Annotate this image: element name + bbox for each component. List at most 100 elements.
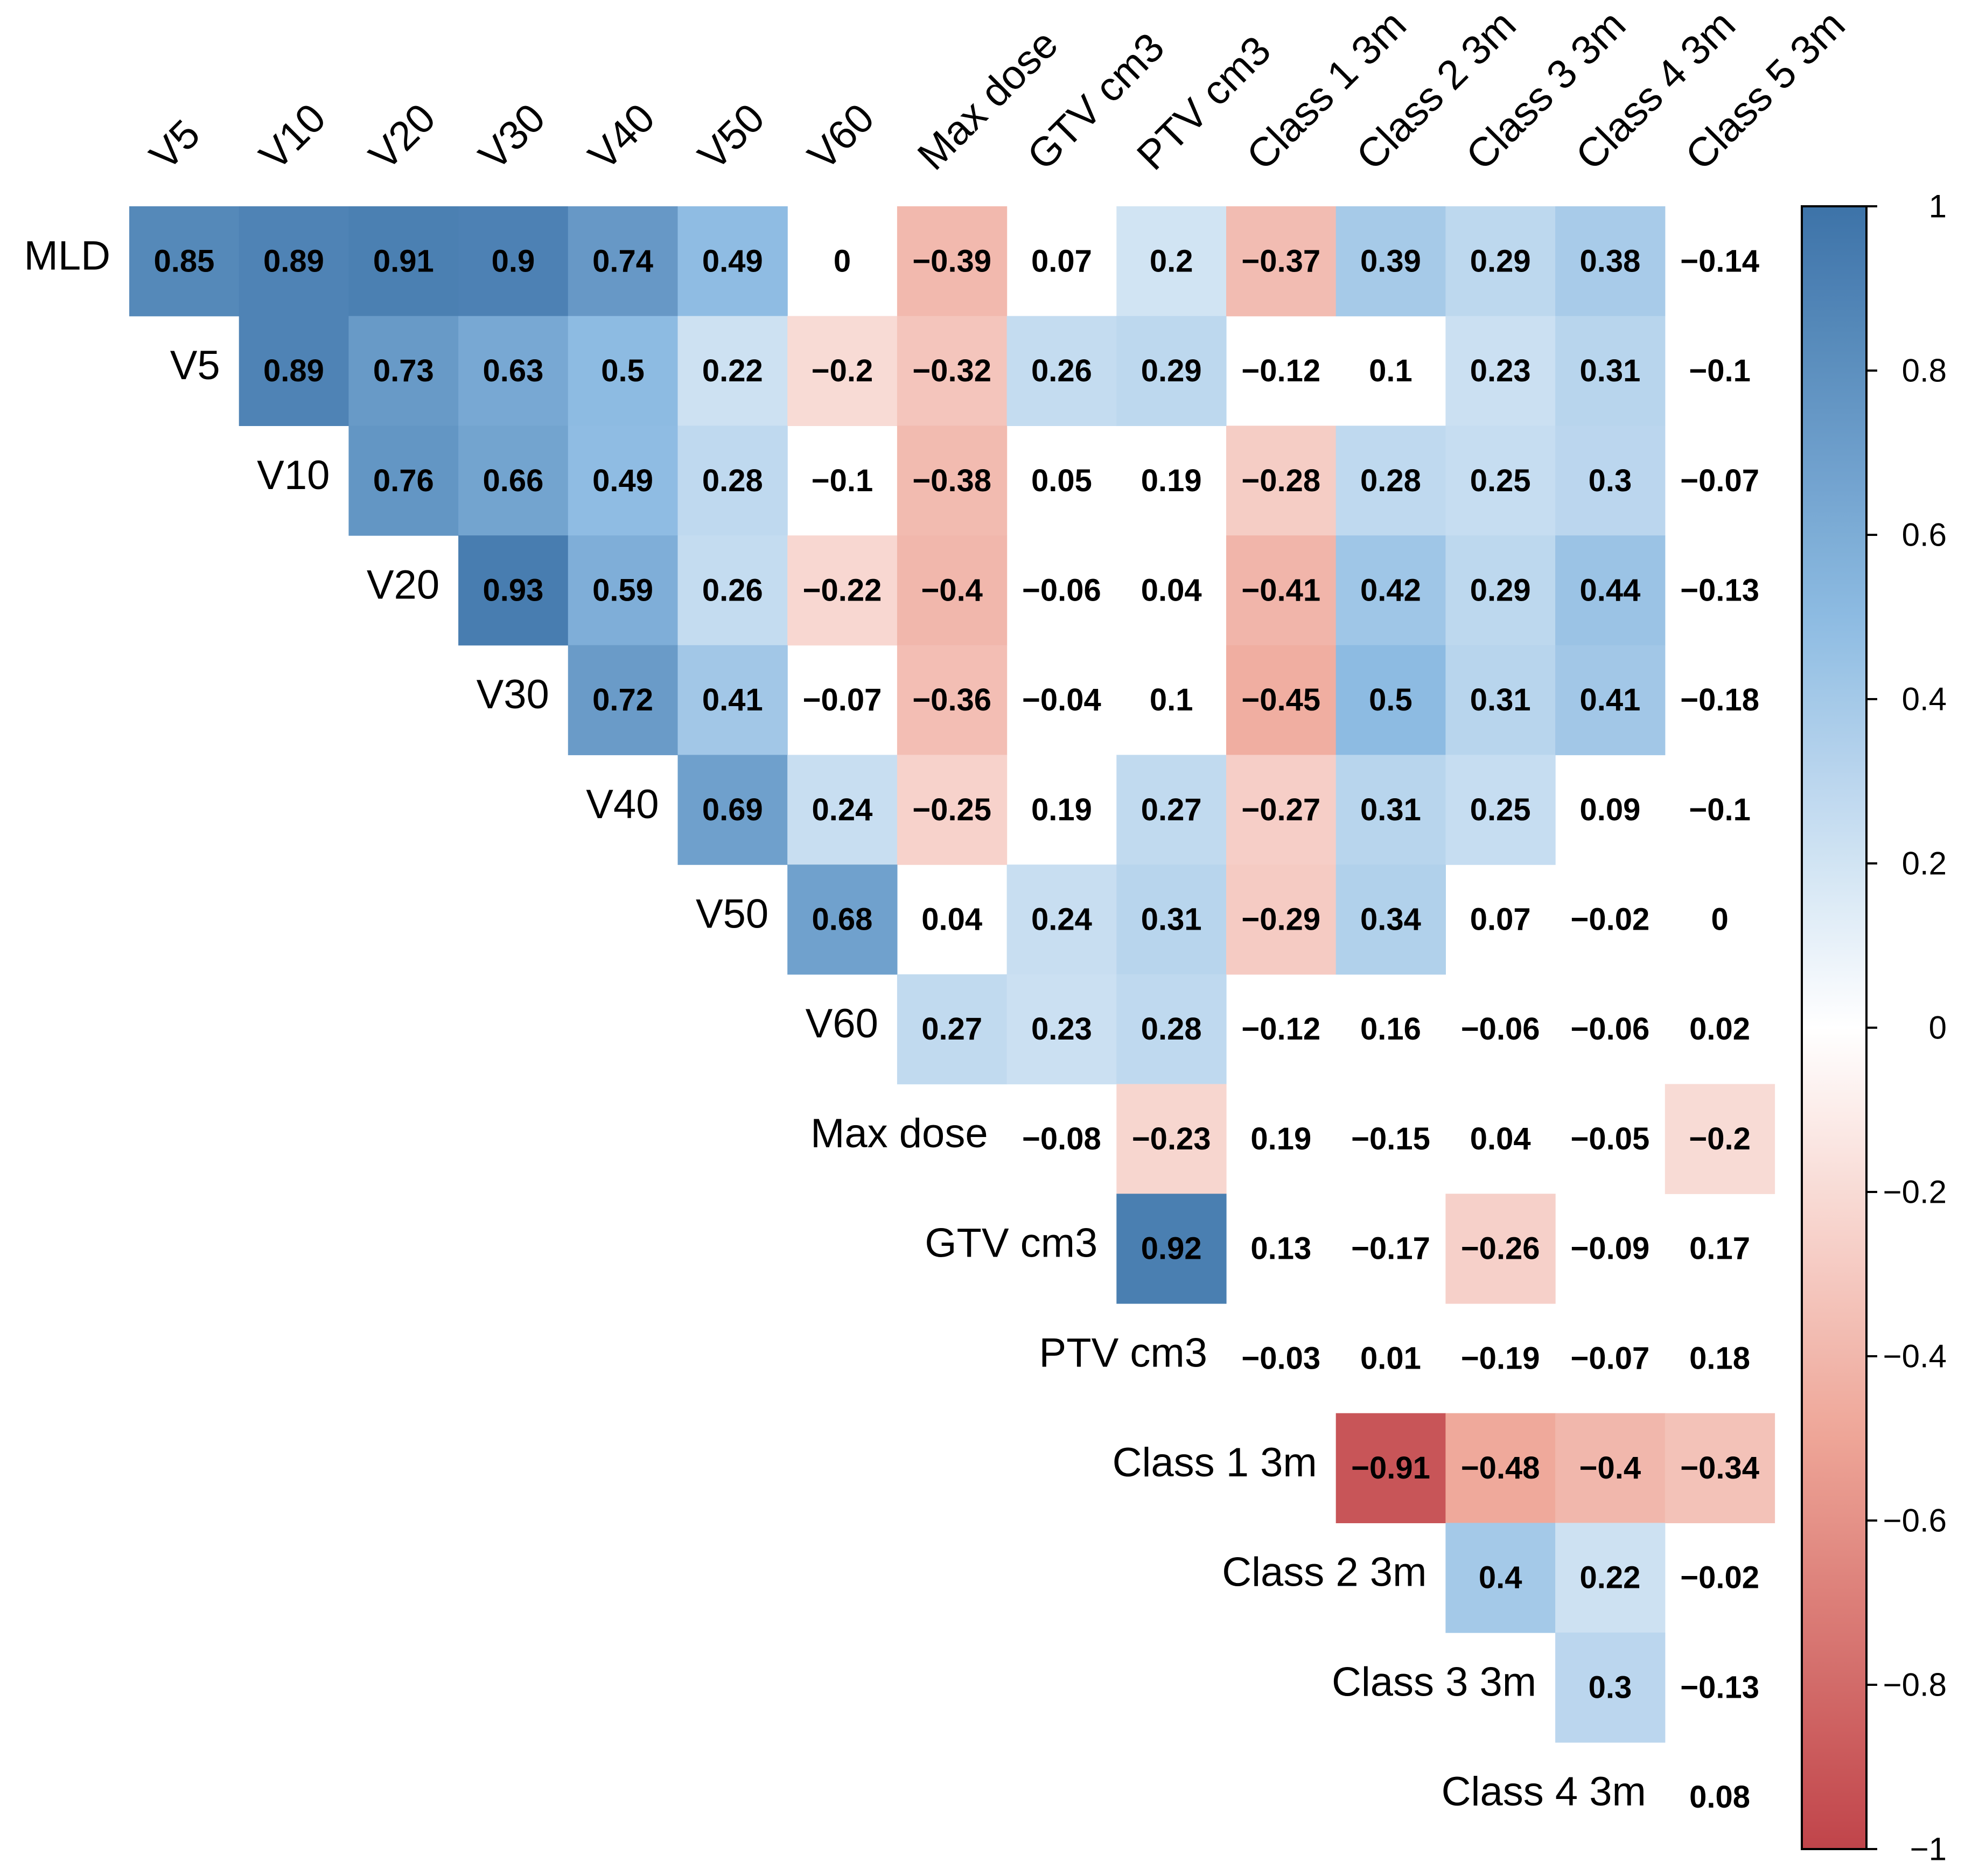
heatmap-cell — [1116, 1194, 1227, 1304]
cell-value-label: 0.49 — [702, 243, 763, 278]
heatmap-cell — [677, 645, 788, 756]
cell-value-label: 0.85 — [153, 243, 214, 278]
cell-value-label: 0.38 — [1579, 243, 1640, 278]
cell-value-label: 0.34 — [1360, 902, 1421, 937]
heatmap-cell — [239, 316, 349, 426]
cell-value-label: 0.1 — [1369, 353, 1412, 388]
heatmap-cell — [897, 535, 1008, 646]
cell-value-label: 0.89 — [263, 243, 324, 278]
legend-tick-label: 0 — [1929, 1010, 1947, 1046]
cell-value-label: 0.66 — [482, 463, 543, 498]
heatmap-cell — [1555, 426, 1666, 536]
cell-value-label: 0.04 — [1470, 1121, 1531, 1156]
heatmap-cell — [1335, 535, 1446, 646]
cell-value-label: −0.14 — [1680, 243, 1759, 278]
cell-value-label: −0.23 — [1132, 1121, 1211, 1156]
heatmap-cell — [897, 206, 1008, 317]
cell-value-label: 0.76 — [373, 463, 434, 498]
cell-value-label: 0.92 — [1141, 1231, 1202, 1266]
cell-value-label: 0.19 — [1031, 792, 1092, 827]
cell-value-label: 0.02 — [1689, 1012, 1750, 1047]
cell-value-label: −0.1 — [1689, 353, 1751, 388]
cell-value-label: 0.17 — [1689, 1231, 1750, 1266]
legend-tick-label: 0.6 — [1902, 517, 1947, 553]
heatmap-cell — [348, 316, 459, 426]
cell-value-label: −0.06 — [1022, 573, 1101, 608]
cell-value-label: 0.01 — [1360, 1341, 1421, 1376]
cell-value-label: −0.48 — [1461, 1450, 1540, 1486]
heatmap-cell — [1555, 645, 1666, 756]
cell-value-label: −0.07 — [1680, 463, 1759, 498]
cell-value-label: 0.22 — [1579, 1560, 1640, 1595]
heatmap-cell — [458, 535, 569, 646]
cell-value-label: −0.32 — [912, 353, 991, 388]
row-label: V50 — [696, 891, 768, 937]
cell-value-label: 0.5 — [1369, 682, 1412, 717]
cell-value-label: 0.27 — [1141, 792, 1202, 827]
cell-value-label: 0.09 — [1579, 792, 1640, 827]
cell-value-label: −0.18 — [1680, 682, 1759, 717]
heatmap-cell — [1445, 645, 1556, 756]
heatmap-cell — [1006, 864, 1117, 975]
cell-value-label: −0.12 — [1241, 1012, 1320, 1047]
heatmap-cell — [1445, 1194, 1556, 1304]
row-label: GTV cm3 — [925, 1221, 1097, 1266]
cell-value-label: −0.15 — [1351, 1121, 1430, 1156]
heatmap-cell — [1226, 645, 1337, 756]
row-label: Class 2 3m — [1222, 1550, 1426, 1595]
heatmap-cell — [677, 426, 788, 536]
heatmap-cell — [1555, 206, 1666, 317]
heatmap-cell — [1226, 426, 1337, 536]
cell-value-label: 0.44 — [1579, 573, 1640, 608]
cell-value-label: 0.26 — [702, 573, 763, 608]
row-label: V20 — [367, 562, 439, 608]
cell-value-label: 0.19 — [1141, 463, 1202, 498]
heatmap-cell — [1445, 316, 1556, 426]
cell-value-label: 0.4 — [1479, 1560, 1522, 1595]
row-label: Class 3 3m — [1332, 1659, 1536, 1705]
heatmap-cell — [677, 206, 788, 317]
row-label: V10 — [257, 452, 330, 498]
cell-value-label: −0.36 — [912, 682, 991, 717]
legend-tick-label: −0.6 — [1883, 1503, 1947, 1539]
heatmap-cell — [1116, 1084, 1227, 1194]
cell-value-label: −0.05 — [1571, 1121, 1650, 1156]
heatmap-cell — [1555, 1413, 1666, 1523]
heatmap-cell — [568, 645, 679, 756]
heatmap-cell — [1335, 426, 1446, 536]
cell-value-label: 0.29 — [1470, 573, 1531, 608]
cell-value-label: 0.18 — [1689, 1341, 1750, 1376]
cell-value-label: −0.06 — [1461, 1012, 1540, 1047]
heatmap-cell — [1555, 1633, 1666, 1743]
heatmap-cell — [1665, 1084, 1775, 1194]
cell-value-label: 0.05 — [1031, 463, 1092, 498]
heatmap-cells — [129, 206, 1775, 1743]
cell-value-label: −0.4 — [921, 573, 983, 608]
cell-value-label: −0.06 — [1571, 1012, 1650, 1047]
cell-value-label: −0.1 — [1689, 792, 1751, 827]
heatmap-cell — [1445, 426, 1556, 536]
heatmap-cell — [458, 206, 569, 317]
row-label: V40 — [586, 782, 659, 827]
cell-value-label: 0.9 — [492, 243, 535, 278]
heatmap-cell — [787, 864, 898, 975]
cell-value-label: 0.26 — [1031, 353, 1092, 388]
heatmap-cell — [897, 645, 1008, 756]
row-label: Class 1 3m — [1113, 1440, 1317, 1486]
heatmap-cell — [1445, 755, 1556, 865]
cell-value-label: −0.22 — [803, 573, 882, 608]
cell-value-label: 0.25 — [1470, 792, 1531, 827]
cell-value-label: −0.13 — [1680, 573, 1759, 608]
cell-value-label: −0.26 — [1461, 1231, 1540, 1266]
heatmap-cell — [1445, 1413, 1556, 1523]
cell-value-label: 0.07 — [1470, 902, 1531, 937]
cell-value-label: −0.17 — [1351, 1231, 1430, 1266]
cell-value-label: −0.19 — [1461, 1341, 1540, 1376]
cell-value-label: 0.73 — [373, 353, 434, 388]
cell-value-label: −0.41 — [1241, 573, 1320, 608]
heatmap-cell — [568, 316, 679, 426]
cell-value-label: −0.91 — [1351, 1450, 1430, 1486]
cell-value-label: −0.03 — [1241, 1341, 1320, 1376]
cell-value-label: 0.72 — [592, 682, 653, 717]
heatmap-cell — [677, 316, 788, 426]
